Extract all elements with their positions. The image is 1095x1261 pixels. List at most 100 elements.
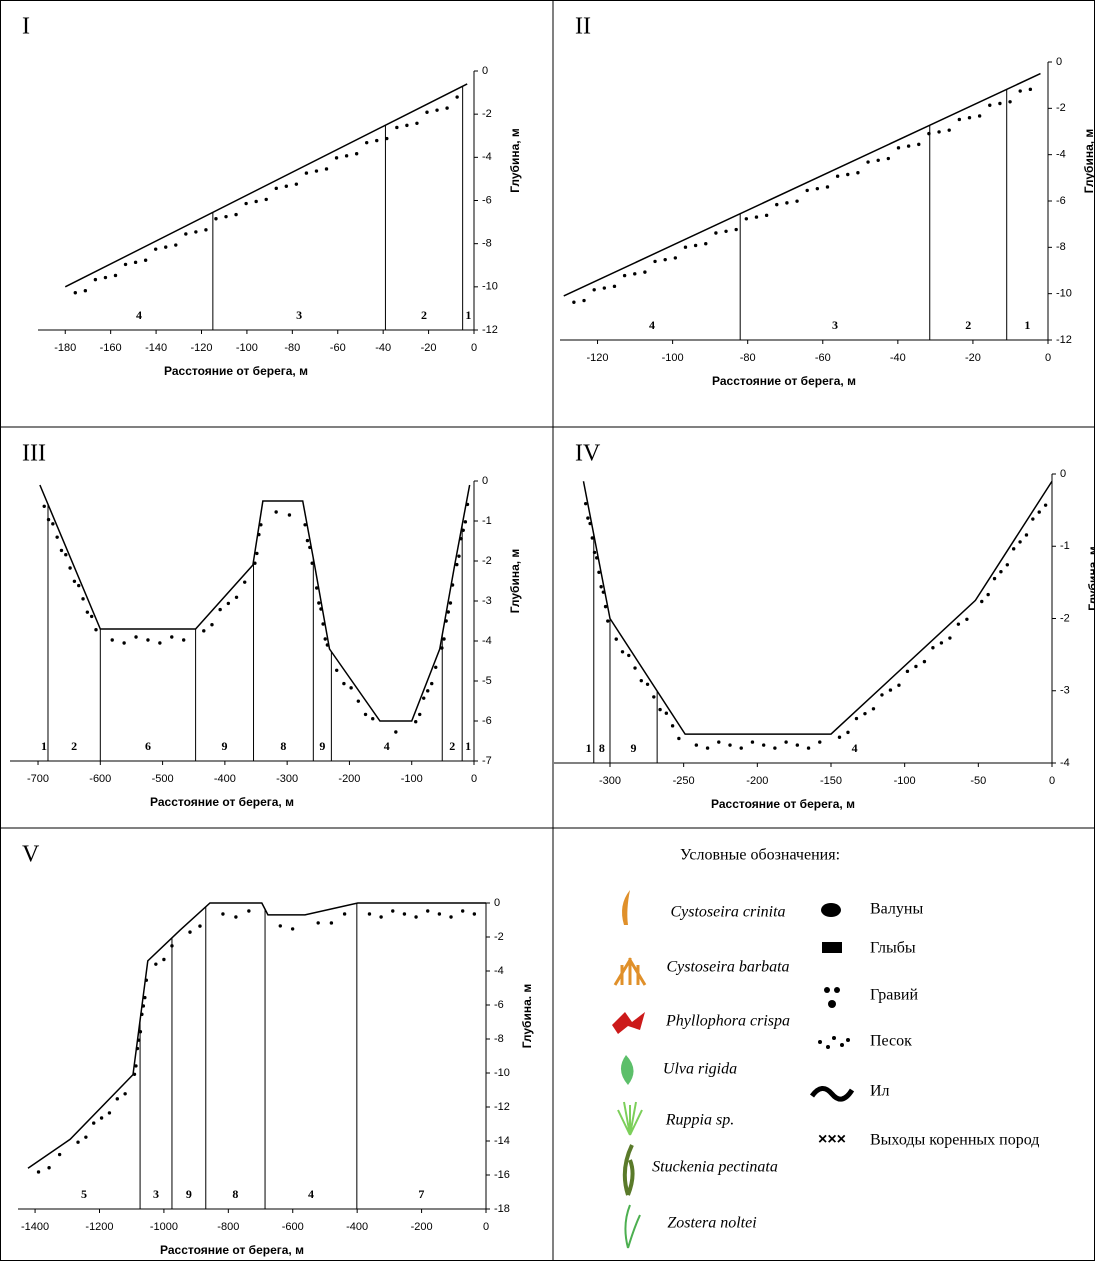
icon bbox=[821, 903, 841, 917]
sediment bbox=[184, 232, 188, 236]
x-tick-label: -40 bbox=[890, 352, 906, 364]
sediment bbox=[999, 570, 1003, 574]
sediment bbox=[785, 201, 789, 205]
x-tick-label: -300 bbox=[276, 773, 298, 785]
zone-label: 2 bbox=[965, 318, 971, 332]
y-tick-label: -4 bbox=[1056, 149, 1066, 161]
sediment bbox=[375, 138, 379, 143]
sediment bbox=[694, 743, 699, 747]
y-tick-label: 0 bbox=[1060, 468, 1066, 480]
sediment bbox=[614, 637, 618, 641]
sediment bbox=[856, 171, 860, 175]
sediment bbox=[460, 909, 465, 913]
sediment bbox=[68, 566, 72, 570]
sediment bbox=[965, 617, 969, 621]
icon bbox=[809, 1086, 855, 1102]
x-tick-label: -1200 bbox=[85, 1221, 113, 1233]
y-tick-label: -10 bbox=[1056, 288, 1072, 300]
sediment bbox=[633, 666, 637, 670]
sediment bbox=[294, 182, 299, 186]
y-tick-label: -12 bbox=[494, 1101, 510, 1113]
sediment bbox=[57, 1152, 62, 1157]
sediment bbox=[922, 659, 927, 664]
panel-label: IV bbox=[575, 441, 601, 467]
sediment bbox=[405, 123, 409, 128]
sediment bbox=[153, 247, 158, 251]
sediment bbox=[825, 185, 830, 189]
x-tick-label: -20 bbox=[965, 352, 981, 364]
sediment bbox=[146, 638, 150, 642]
sediment bbox=[586, 516, 590, 520]
sediment bbox=[455, 95, 459, 99]
sediment bbox=[247, 909, 251, 913]
x-axis-label: Расстояние от берега, м bbox=[711, 797, 855, 811]
sediment bbox=[154, 962, 158, 966]
sediment bbox=[967, 116, 972, 120]
sediment bbox=[46, 517, 51, 522]
legend-item: Глыбы bbox=[870, 940, 916, 957]
sediment bbox=[365, 140, 369, 145]
sediment bbox=[582, 298, 586, 303]
x-tick-label: -300 bbox=[599, 775, 621, 787]
zone-label: 1 bbox=[465, 308, 471, 322]
y-tick-label: -4 bbox=[1060, 757, 1070, 769]
sediment bbox=[226, 601, 231, 606]
zone-label: 6 bbox=[145, 739, 151, 753]
sediment bbox=[652, 695, 656, 699]
sediment bbox=[906, 144, 911, 148]
sediment bbox=[603, 604, 608, 609]
icon bbox=[617, 1101, 643, 1136]
sediment bbox=[612, 284, 617, 289]
sediment bbox=[980, 599, 984, 604]
x-tick-label: 0 bbox=[471, 773, 477, 785]
sediment bbox=[174, 243, 178, 247]
panel-label: III bbox=[22, 441, 46, 467]
x-tick-label: 0 bbox=[1045, 352, 1051, 364]
sediment bbox=[414, 915, 418, 919]
zone-label: 9 bbox=[186, 1187, 192, 1201]
sediment bbox=[92, 1121, 96, 1125]
sediment bbox=[85, 610, 90, 614]
x-tick-label: -600 bbox=[89, 773, 111, 785]
sediment bbox=[773, 746, 777, 750]
sediment bbox=[204, 228, 208, 232]
x-axis-label: Расстояние от берега, м bbox=[164, 364, 308, 378]
sediment bbox=[905, 669, 910, 674]
y-axis-label: Глубина, м bbox=[1082, 129, 1095, 194]
panel-label: V bbox=[22, 842, 40, 868]
sediment bbox=[324, 167, 329, 171]
sediment bbox=[278, 924, 282, 928]
profile-line bbox=[582, 480, 1053, 735]
profile-line bbox=[64, 83, 468, 288]
sediment bbox=[198, 924, 202, 928]
sediment bbox=[55, 535, 59, 539]
sediment bbox=[170, 635, 174, 639]
zone-label: 1 bbox=[1024, 318, 1030, 332]
x-tick-label: -120 bbox=[587, 352, 609, 364]
sediment bbox=[113, 273, 118, 278]
y-tick-label: -3 bbox=[482, 595, 492, 607]
sediment bbox=[764, 213, 769, 218]
sediment bbox=[314, 586, 319, 590]
sediment bbox=[992, 576, 997, 581]
y-axis-label: Глубина, м bbox=[508, 549, 522, 614]
zone-label: 4 bbox=[384, 739, 390, 753]
sediment bbox=[134, 1064, 138, 1068]
sediment bbox=[886, 156, 891, 161]
y-axis-label: Глубина, м bbox=[1086, 546, 1095, 611]
zone-label: 9 bbox=[222, 739, 228, 753]
x-tick-label: -100 bbox=[401, 773, 423, 785]
zone-label: 9 bbox=[319, 739, 325, 753]
x-tick-label: 0 bbox=[483, 1221, 489, 1233]
sediment bbox=[93, 277, 98, 282]
x-axis-label: Расстояние от берега, м bbox=[712, 374, 856, 388]
icon bbox=[612, 1012, 645, 1034]
icon bbox=[624, 1204, 641, 1249]
zone-label: 4 bbox=[136, 308, 142, 322]
sediment bbox=[795, 743, 800, 747]
sediment bbox=[673, 256, 678, 260]
sediment bbox=[1024, 533, 1029, 537]
sediment bbox=[1031, 517, 1035, 521]
y-tick-label: -18 bbox=[494, 1203, 510, 1215]
